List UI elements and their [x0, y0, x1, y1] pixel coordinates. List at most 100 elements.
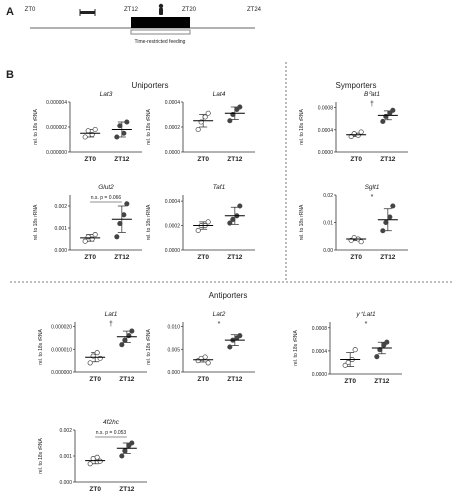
- x-tick-label-zt12: ZT12: [114, 156, 130, 163]
- data-point: [358, 239, 364, 245]
- timeline-label-zt20: ZT20: [182, 7, 197, 13]
- panel-b-letter: B: [6, 69, 14, 81]
- y-tick-label: 0.002: [59, 428, 72, 434]
- data-point: [122, 337, 128, 343]
- feeding-window-box: [130, 29, 191, 35]
- significance-label: †: [109, 321, 113, 328]
- y-tick-label: 0.000020: [51, 325, 72, 331]
- dark-phase-bar: [131, 17, 190, 28]
- data-point: [94, 454, 100, 460]
- x-tick-label-zt12: ZT12: [227, 376, 243, 383]
- data-point: [114, 234, 120, 240]
- y-axis-label: rel. to 18s rRNA: [146, 109, 152, 145]
- data-point: [383, 219, 389, 226]
- chart-8: Lat2 0.000 0.005 0.010 rel. to 18s rRNA ZT0 ZT…: [146, 311, 255, 383]
- y-tick-label: 0.0002: [165, 125, 181, 131]
- x-tick-label-zt12: ZT12: [374, 378, 390, 385]
- timeline-label-zt0: ZT0: [25, 7, 36, 13]
- data-point: [195, 227, 201, 233]
- y-axis-label: rel. to 18s rRNA: [146, 329, 152, 365]
- x-tick-label-zt0: ZT0: [89, 376, 101, 383]
- y-tick-label: 0.0004: [165, 199, 181, 205]
- y-tick-label: 0.0004: [312, 349, 328, 355]
- data-point: [380, 118, 386, 124]
- timeline-label-zt24: ZT24: [247, 7, 262, 13]
- y-tick-label: 0.005: [167, 347, 180, 353]
- data-point: [94, 350, 100, 356]
- y-tick-label: 0.010: [167, 325, 180, 331]
- y-tick-label: 0.0008: [318, 106, 334, 112]
- significance-label: *: [365, 321, 368, 328]
- data-point: [92, 232, 98, 238]
- data-point: [352, 347, 358, 353]
- data-point: [124, 201, 130, 207]
- y-tick-label: 0.000: [59, 480, 72, 486]
- data-point: [117, 123, 123, 129]
- y-axis-label: rel. to 18s rRNA: [33, 204, 39, 240]
- chart-title: B⁰at1: [364, 91, 380, 98]
- x-tick-label-zt0: ZT0: [84, 254, 96, 261]
- data-point: [97, 458, 103, 464]
- data-point: [87, 461, 93, 467]
- chart-title: y⁺Lat1: [355, 311, 376, 318]
- chart-title: Lat3: [100, 91, 113, 98]
- data-point: [121, 212, 127, 218]
- chart-title: Glut2: [98, 184, 114, 191]
- data-point: [381, 342, 387, 348]
- x-tick-label-zt0: ZT0: [197, 254, 209, 261]
- data-point: [202, 354, 208, 360]
- data-point: [114, 134, 120, 140]
- y-tick-label: 0.000000: [51, 370, 72, 376]
- data-point: [237, 104, 243, 110]
- chart-4: Glut2 0.000 0.001 0.002 rel. to 18s rRNA ZT0 Z…: [33, 184, 142, 261]
- chart-title: Lat2: [213, 311, 226, 318]
- data-point: [129, 440, 135, 446]
- y-tick-label: 0.000002: [46, 125, 67, 131]
- data-point: [119, 453, 125, 459]
- significance-label: n.s. p = 0.053: [96, 430, 127, 436]
- y-tick-label: 0.000: [54, 248, 67, 254]
- data-point: [342, 362, 348, 368]
- y-axis-label: rel. to 18s rRNA: [293, 330, 299, 366]
- data-point: [227, 220, 233, 226]
- chart-9: y⁺Lat1 0.0000 0.0004 0.0008 rel. to 18s rRNA…: [293, 311, 402, 385]
- y-tick-label: 0.0004: [318, 128, 334, 134]
- chart-title: Lat1: [105, 311, 118, 318]
- panel-a-letter: A: [6, 6, 14, 18]
- x-tick-label-zt0: ZT0: [350, 156, 362, 163]
- data-point: [205, 360, 211, 366]
- data-point: [82, 238, 88, 244]
- data-point: [237, 333, 243, 339]
- data-point: [227, 118, 233, 124]
- data-point: [237, 203, 243, 209]
- chart-2: Lat4 0.0000 0.0002 0.0004 rel. to 18s rRNA ZT…: [146, 91, 255, 163]
- x-tick-label-zt0: ZT0: [344, 378, 356, 385]
- x-tick-label-zt0: ZT0: [197, 376, 209, 383]
- chart-group: Lat3 0.000000 0.000002 0.000004 rel. to 18s …: [33, 91, 408, 493]
- y-tick-label: 0.0000: [312, 372, 328, 378]
- data-point: [195, 126, 201, 133]
- data-point: [92, 126, 98, 133]
- data-point: [205, 219, 211, 225]
- y-tick-label: 0.0002: [165, 224, 181, 230]
- x-tick-label-zt12: ZT12: [119, 376, 135, 383]
- data-point: [119, 342, 125, 348]
- y-tick-label: 0.002: [54, 204, 67, 210]
- data-point: [202, 114, 208, 120]
- chart-7: Lat1 0.000000 0.000010 0.000020 rel. to 18s …: [38, 311, 147, 383]
- x-tick-label-zt0: ZT0: [197, 156, 209, 163]
- significance-label: n.s. p = 0.066: [91, 195, 122, 201]
- x-tick-label-zt0: ZT0: [350, 254, 362, 261]
- timeline-panel: A ZT0 ZT12 ZT20 ZT24 Time-restricted fee…: [6, 3, 262, 45]
- data-point: [384, 339, 390, 345]
- uniporters-heading: Uniporters: [132, 81, 169, 90]
- x-tick-label-zt0: ZT0: [84, 156, 96, 163]
- y-tick-label: 0.02: [323, 193, 333, 199]
- data-point: [355, 132, 361, 138]
- data-point: [121, 130, 127, 136]
- x-tick-label-zt12: ZT12: [114, 254, 130, 261]
- data-point: [358, 129, 364, 135]
- chart-5: Taf1 0.0000 0.0002 0.0004 rel. to 18s rRNA ZT…: [146, 184, 255, 261]
- y-tick-label: 0.000004: [46, 100, 67, 106]
